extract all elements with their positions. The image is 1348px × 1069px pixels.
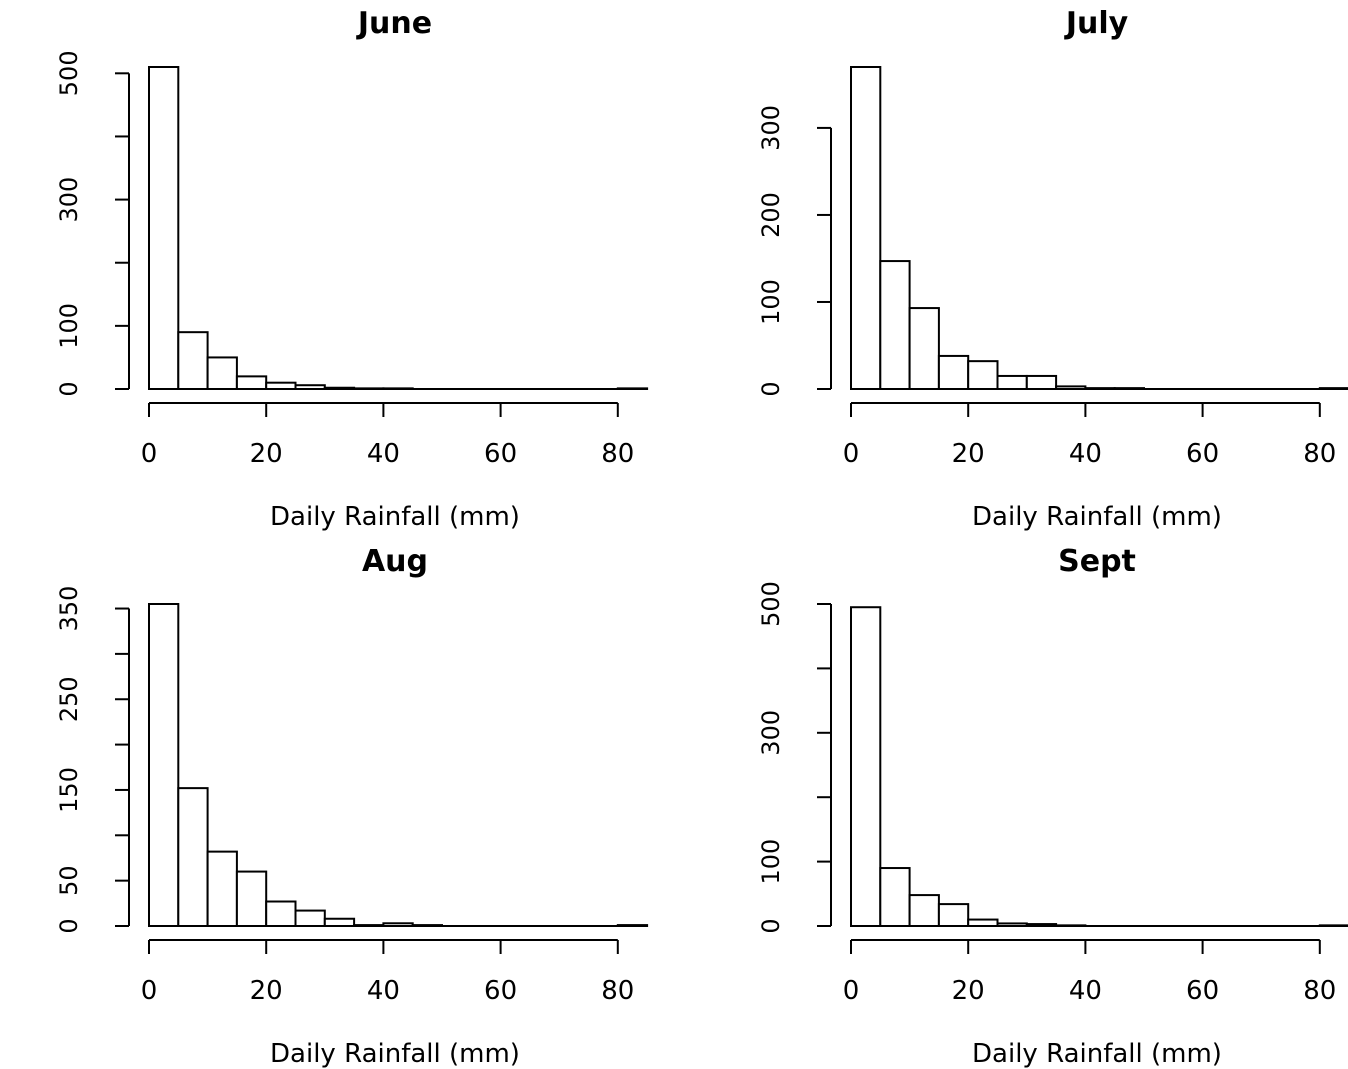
panel-aug: Aug 0 20 40 60 80 Daily Rainfall (mm) 0 50 150 250… xyxy=(55,544,649,1069)
y-tick-label: 200 xyxy=(757,192,785,238)
x-tick-label: 40 xyxy=(1069,976,1102,1006)
x-tick-label: 0 xyxy=(141,439,158,469)
x-tick-label: 0 xyxy=(843,976,860,1006)
y-tick-label: 500 xyxy=(55,50,83,96)
histogram-bar xyxy=(235,870,268,927)
y-tick-label: 250 xyxy=(55,676,83,722)
histogram-bar xyxy=(879,867,911,927)
chart-title: June xyxy=(356,6,432,41)
histogram-bar xyxy=(323,917,356,927)
x-tick-label: 60 xyxy=(484,439,517,469)
x-tick-label: 0 xyxy=(843,439,860,469)
x-tick-label: 20 xyxy=(952,976,985,1006)
histogram-bar xyxy=(206,850,238,928)
x-tick-label: 60 xyxy=(1186,439,1219,469)
y-tick-label: 0 xyxy=(757,918,785,933)
histogram-bar xyxy=(879,260,911,391)
x-axis-label: Daily Rainfall (mm) xyxy=(972,1039,1222,1069)
x-tick-label: 80 xyxy=(601,976,634,1006)
chart-title: Sept xyxy=(1058,544,1136,579)
histogram-bar xyxy=(177,787,209,927)
x-tick-label: 80 xyxy=(1303,976,1336,1006)
y-tick-label: 100 xyxy=(757,839,785,885)
x-tick-label: 20 xyxy=(250,439,283,469)
x-tick-label: 40 xyxy=(367,439,400,469)
x-axis-label: Daily Rainfall (mm) xyxy=(972,502,1222,532)
histogram-bar xyxy=(850,606,882,927)
histogram-bar xyxy=(177,331,209,391)
histogram-bar xyxy=(148,66,180,390)
histogram-bar xyxy=(937,354,970,390)
x-tick-label: 20 xyxy=(250,976,283,1006)
y-tick-label: 300 xyxy=(757,710,785,756)
histogram-bar xyxy=(148,603,180,927)
x-tick-label: 20 xyxy=(952,439,985,469)
y-tick-label: 50 xyxy=(55,865,83,896)
x-tick-label: 80 xyxy=(601,439,634,469)
x-tick-label: 40 xyxy=(1069,439,1102,469)
y-tick-label: 300 xyxy=(757,105,785,151)
y-tick-label: 0 xyxy=(55,918,83,933)
y-tick-label: 150 xyxy=(55,767,83,813)
y-tick-label: 0 xyxy=(757,381,785,396)
histogram-bar xyxy=(908,894,940,928)
x-tick-label: 60 xyxy=(1186,976,1219,1006)
y-tick-label: 100 xyxy=(55,303,83,349)
histogram-bar xyxy=(206,356,238,390)
histogram-bar xyxy=(996,374,1028,391)
histogram-bar xyxy=(1025,374,1058,391)
chart-title: Aug xyxy=(362,544,428,579)
x-axis-label: Daily Rainfall (mm) xyxy=(270,1039,520,1069)
histogram-bar xyxy=(937,903,970,928)
x-axis-label: Daily Rainfall (mm) xyxy=(270,502,520,532)
histogram-bar xyxy=(908,307,940,390)
panel-july: July 0 20 40 60 80 Daily Rainfall (mm) 0 100 200 3… xyxy=(757,6,1348,532)
y-tick-label: 300 xyxy=(55,177,83,223)
panel-sept: Sept 0 20 40 60 80 Daily Rainfall (mm) 0 100 300 5… xyxy=(757,544,1348,1069)
panel-june: June 0 20 40 60 80 Daily Rainfall (mm) 0 100 300 5… xyxy=(55,6,649,532)
histogram-bar xyxy=(850,66,882,390)
y-tick-label: 100 xyxy=(757,279,785,325)
x-tick-label: 40 xyxy=(367,976,400,1006)
x-tick-label: 80 xyxy=(1303,439,1336,469)
x-tick-label: 60 xyxy=(484,976,517,1006)
histogram-bar xyxy=(265,900,297,928)
y-tick-label: 0 xyxy=(55,381,83,396)
x-tick-label: 0 xyxy=(141,976,158,1006)
y-tick-label: 500 xyxy=(757,581,785,627)
histogram-bar xyxy=(294,909,326,927)
histogram-bar xyxy=(967,360,999,390)
histogram-bar xyxy=(235,375,268,391)
y-tick-label: 350 xyxy=(55,586,83,632)
chart-title: July xyxy=(1064,6,1129,41)
